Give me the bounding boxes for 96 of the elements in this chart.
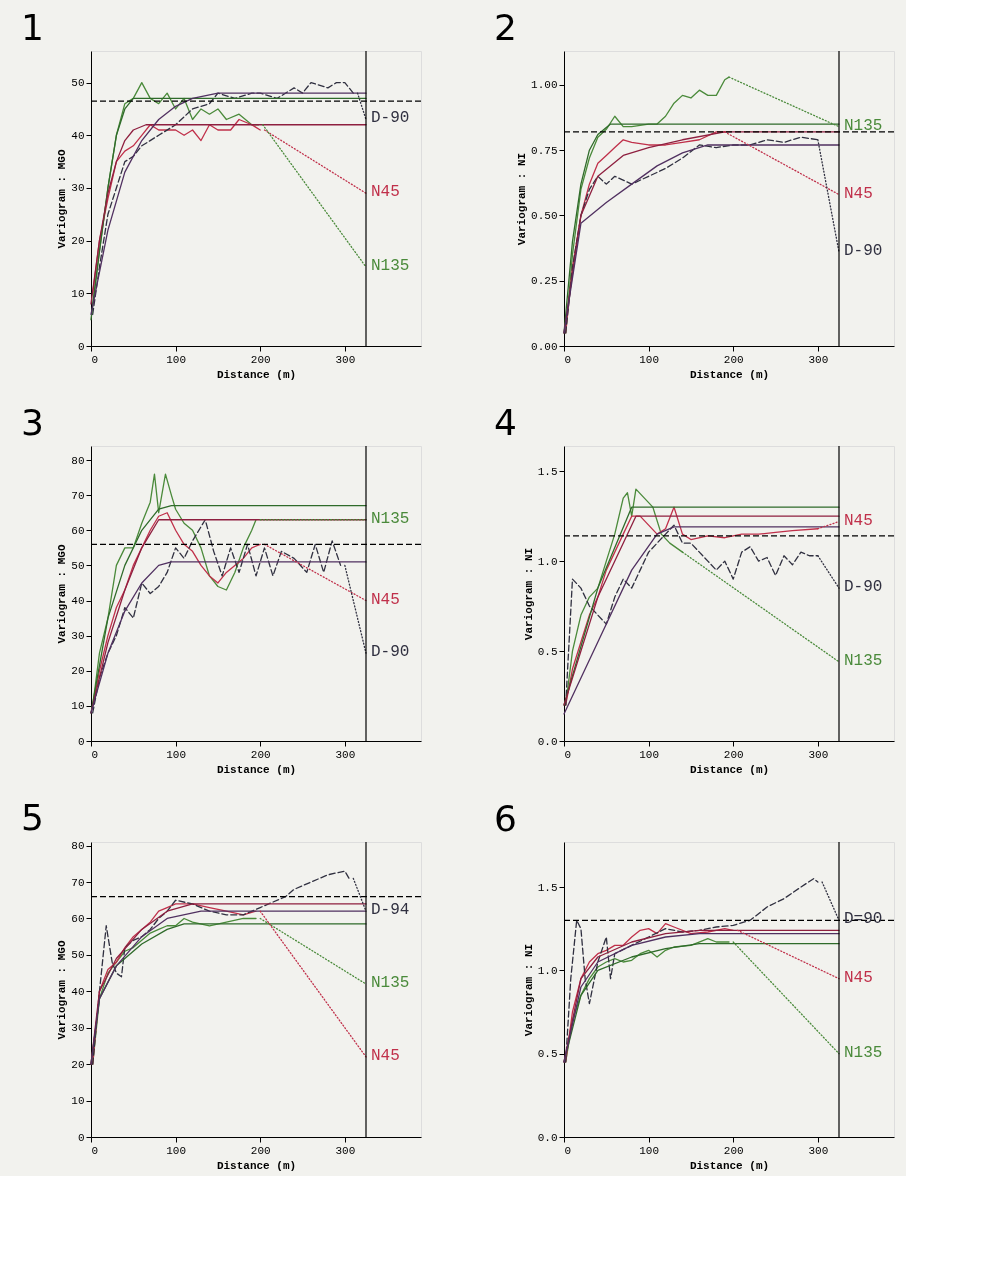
x-axis-title: Distance (m) bbox=[216, 1159, 297, 1172]
y-tick-label: 80 bbox=[71, 840, 85, 853]
y-tick-label: 30 bbox=[71, 182, 85, 195]
y-tick-label: 1.00 bbox=[531, 79, 558, 92]
x-tick-label: 300 bbox=[335, 1144, 356, 1157]
series-label: N45 bbox=[371, 1046, 400, 1065]
x-tick-label: 0 bbox=[91, 748, 99, 761]
y-tick-label: 0.0 bbox=[537, 1131, 558, 1144]
y-tick-label: 20 bbox=[71, 1058, 85, 1071]
x-tick-label: 300 bbox=[808, 748, 829, 761]
series-label: N45 bbox=[844, 511, 873, 530]
chart-title: 4 bbox=[494, 402, 517, 444]
series-label: D-90 bbox=[371, 643, 410, 662]
x-tick-label: 300 bbox=[808, 353, 829, 366]
x-tick-label: 200 bbox=[250, 1144, 271, 1157]
y-tick-label: 60 bbox=[71, 524, 85, 537]
y-tick-label: 60 bbox=[71, 912, 85, 925]
series-label: N135 bbox=[371, 974, 410, 993]
y-tick-label: 50 bbox=[71, 559, 85, 572]
series-label: N135 bbox=[371, 256, 410, 275]
x-tick-label: 0 bbox=[91, 1144, 99, 1157]
y-tick-label: 80 bbox=[71, 454, 85, 467]
y-tick-label: 1.0 bbox=[537, 555, 558, 568]
x-axis-title: Distance (m) bbox=[689, 763, 770, 776]
y-tick-label: 1.0 bbox=[537, 964, 558, 977]
x-tick-label: 100 bbox=[639, 1144, 660, 1157]
chart-title: 3 bbox=[21, 402, 44, 444]
y-tick-label: 0 bbox=[77, 735, 85, 748]
y-tick-label: 0.00 bbox=[531, 340, 558, 353]
y-tick-label: 0.50 bbox=[531, 209, 558, 222]
x-tick-label: 300 bbox=[335, 353, 356, 366]
y-tick-label: 1.5 bbox=[537, 465, 558, 478]
y-axis-title: Variogram : MGO bbox=[56, 544, 69, 644]
y-tick-label: 0.5 bbox=[537, 645, 558, 658]
y-tick-label: 20 bbox=[71, 665, 85, 678]
y-tick-label: 0 bbox=[77, 340, 85, 353]
x-tick-label: 0 bbox=[564, 1144, 572, 1157]
chart-title: 2 bbox=[494, 7, 517, 49]
y-tick-label: 30 bbox=[71, 630, 85, 643]
x-tick-label: 300 bbox=[808, 1144, 829, 1157]
y-tick-label: 20 bbox=[71, 235, 85, 248]
x-axis-title: Distance (m) bbox=[216, 368, 297, 381]
x-tick-label: 300 bbox=[335, 748, 356, 761]
y-tick-label: 70 bbox=[71, 876, 85, 889]
series-label: N45 bbox=[844, 968, 873, 987]
x-tick-label: 200 bbox=[723, 1144, 744, 1157]
y-tick-label: 0.5 bbox=[537, 1048, 558, 1061]
y-tick-label: 10 bbox=[71, 1095, 85, 1108]
y-axis-title: Variogram : NI bbox=[516, 152, 529, 246]
series-label: D-90 bbox=[844, 578, 883, 597]
x-tick-label: 0 bbox=[564, 748, 572, 761]
series-label: N135 bbox=[371, 509, 410, 528]
series-label: D-90 bbox=[371, 109, 410, 128]
y-tick-label: 50 bbox=[71, 949, 85, 962]
series-label: N45 bbox=[371, 183, 400, 202]
y-tick-label: 1.5 bbox=[537, 881, 558, 894]
x-tick-label: 100 bbox=[166, 353, 187, 366]
x-tick-label: 100 bbox=[166, 1144, 187, 1157]
x-tick-label: 100 bbox=[166, 748, 187, 761]
y-tick-label: 0 bbox=[77, 1131, 85, 1144]
y-axis-title: Variogram : MGO bbox=[56, 940, 69, 1040]
x-tick-label: 200 bbox=[723, 353, 744, 366]
series-label: N135 bbox=[844, 651, 883, 670]
chart-title: 1 bbox=[21, 7, 44, 49]
y-tick-label: 0.0 bbox=[537, 735, 558, 748]
series-label: N45 bbox=[371, 590, 400, 609]
series-label: N135 bbox=[844, 1043, 883, 1062]
y-tick-label: 40 bbox=[71, 985, 85, 998]
chart-title: 5 bbox=[21, 796, 44, 838]
y-tick-label: 0.75 bbox=[531, 144, 558, 157]
y-tick-label: 50 bbox=[71, 77, 85, 90]
x-tick-label: 0 bbox=[91, 353, 99, 366]
x-axis-title: Distance (m) bbox=[216, 763, 297, 776]
x-tick-label: 100 bbox=[639, 353, 660, 366]
y-axis-title: Variogram : NI bbox=[522, 547, 535, 641]
x-tick-label: 200 bbox=[723, 748, 744, 761]
x-axis-title: Distance (m) bbox=[689, 368, 770, 381]
y-tick-label: 40 bbox=[71, 129, 85, 142]
series-label: N45 bbox=[844, 184, 873, 203]
series-label: D-94 bbox=[371, 901, 410, 920]
y-tick-label: 40 bbox=[71, 595, 85, 608]
x-tick-label: 200 bbox=[250, 748, 271, 761]
x-tick-label: 0 bbox=[564, 353, 572, 366]
x-tick-label: 200 bbox=[250, 353, 271, 366]
y-axis-title: Variogram : MGO bbox=[56, 149, 69, 249]
y-tick-label: 30 bbox=[71, 1022, 85, 1035]
y-tick-label: 0.25 bbox=[531, 275, 558, 288]
x-tick-label: 100 bbox=[639, 748, 660, 761]
y-tick-label: 10 bbox=[71, 287, 85, 300]
series-label: D-90 bbox=[844, 242, 883, 261]
y-axis-title: Variogram : NI bbox=[522, 943, 535, 1037]
y-tick-label: 10 bbox=[71, 700, 85, 713]
y-tick-label: 70 bbox=[71, 489, 85, 502]
chart-title: 6 bbox=[494, 798, 517, 840]
x-axis-title: Distance (m) bbox=[689, 1159, 770, 1172]
series-label: N135 bbox=[844, 116, 883, 135]
